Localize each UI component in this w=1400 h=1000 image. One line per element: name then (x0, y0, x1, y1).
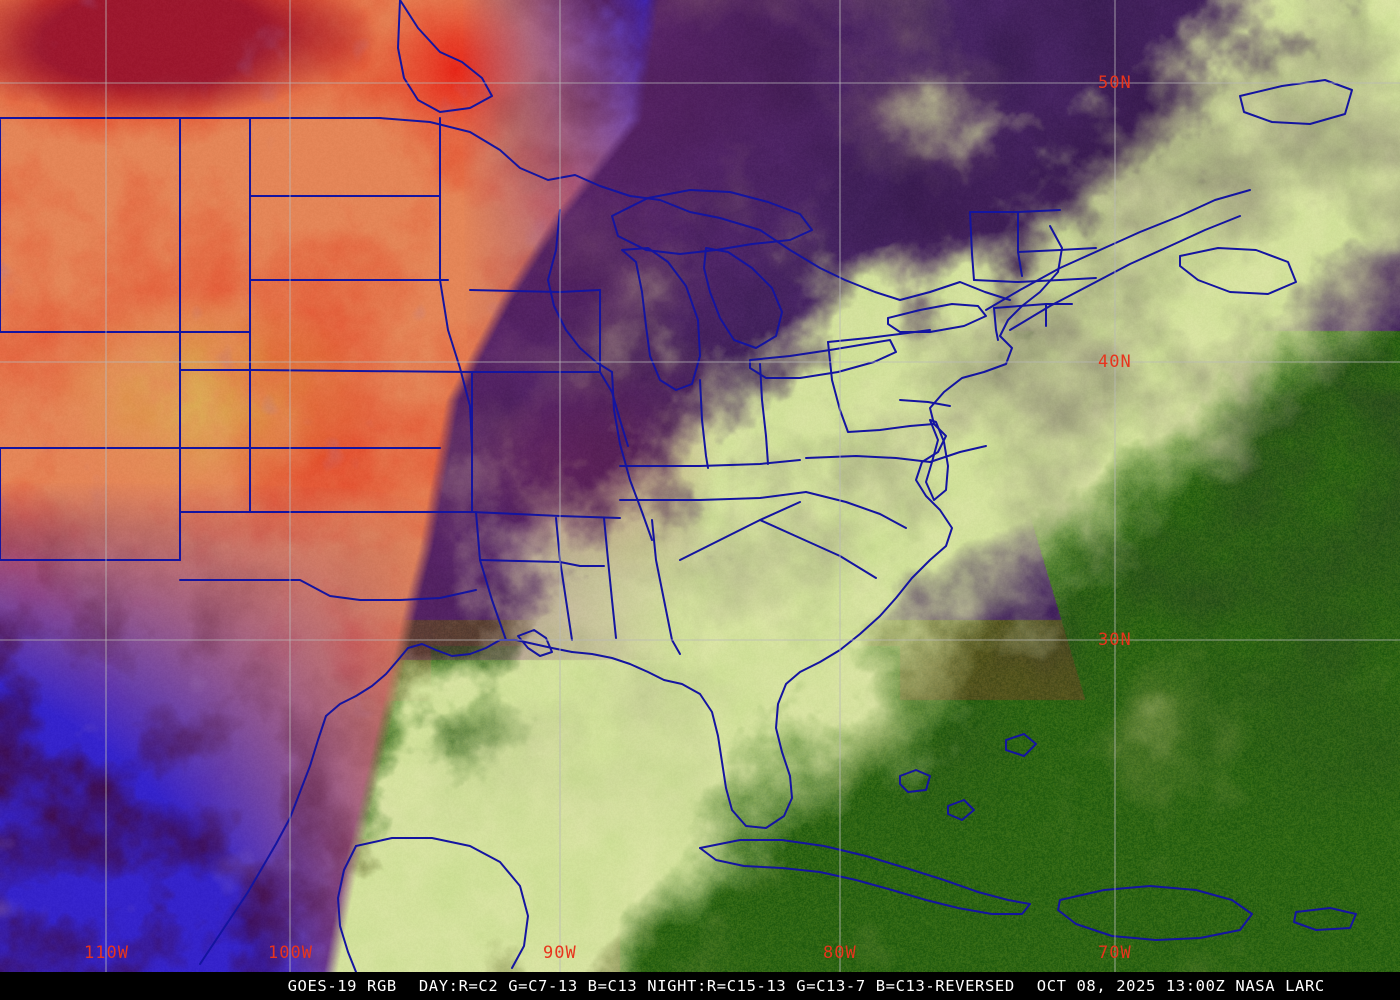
caption-day-recipe: DAY:R=C2 G=C7-13 B=C13 (418, 977, 638, 995)
caption-bar: GOES-19 RGB DAY:R=C2 G=C7-13 B=C13 NIGHT:… (0, 972, 1400, 1000)
caption-timestamp: OCT 08, 2025 13:00Z (1036, 977, 1226, 995)
caption-source: NASA LARC (1235, 977, 1325, 995)
satellite-imagery-canvas (0, 0, 1400, 972)
caption-night-recipe: NIGHT:R=C15-13 G=C13-7 B=C13-REVERSED (647, 977, 1015, 995)
caption-satellite: GOES-19 RGB (287, 977, 397, 995)
